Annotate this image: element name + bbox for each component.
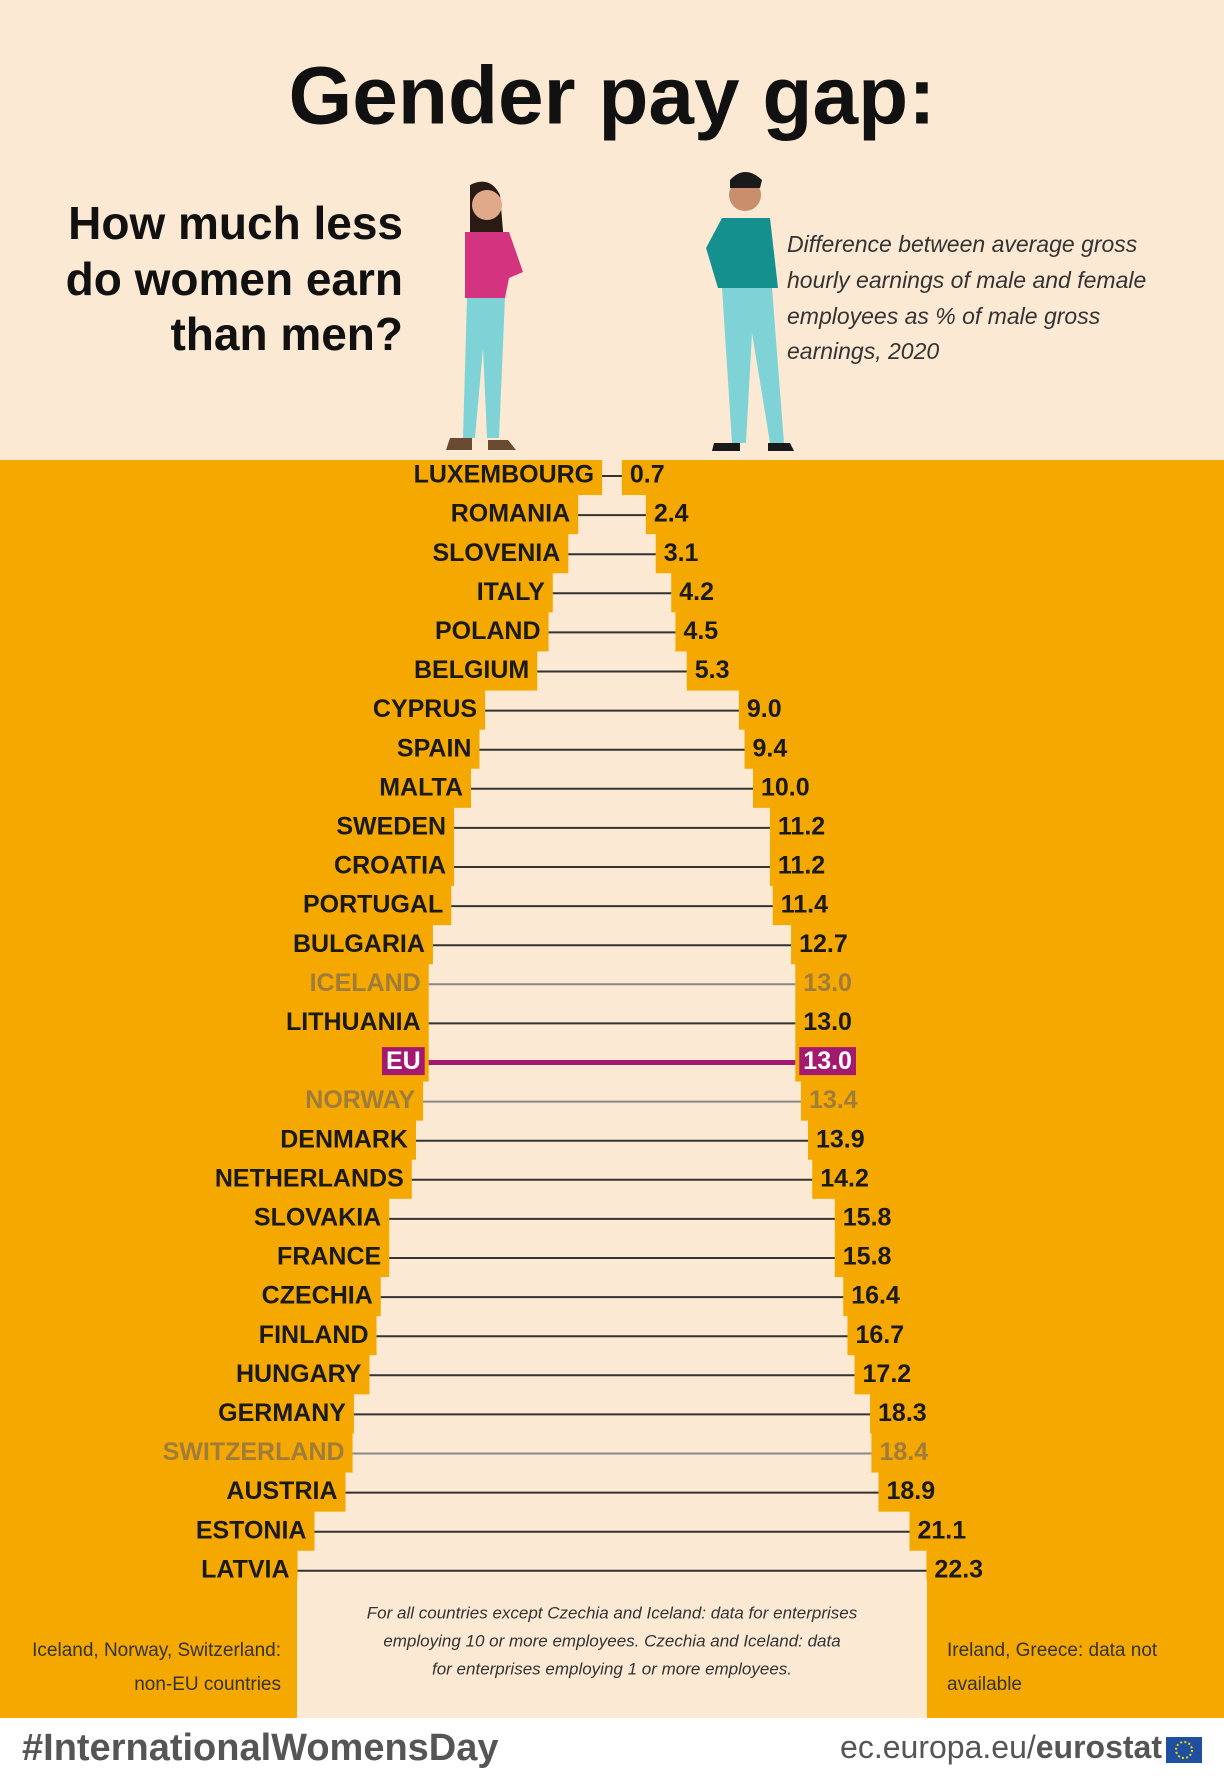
country-label: LUXEMBOURG [414, 461, 595, 489]
country-label: NORWAY [305, 1086, 415, 1114]
value-label: 17.2 [863, 1360, 912, 1388]
value-label: 12.7 [799, 930, 848, 958]
chart-title: Gender pay gap: [288, 51, 935, 142]
value-label: 13.0 [803, 1047, 852, 1075]
value-label: 18.3 [878, 1399, 927, 1427]
country-label: EU [386, 1047, 421, 1075]
country-label: FRANCE [277, 1243, 381, 1271]
country-label: ROMANIA [451, 500, 570, 528]
value-label: 18.4 [879, 1438, 928, 1466]
country-label: CYPRUS [373, 695, 477, 723]
value-label: 15.8 [843, 1243, 892, 1271]
value-label: 9.4 [753, 734, 788, 762]
country-label: CZECHIA [262, 1282, 373, 1310]
value-label: 22.3 [934, 1555, 983, 1583]
left-note: non-EU countries [134, 1674, 281, 1695]
value-label: 13.4 [809, 1086, 858, 1114]
country-label: CROATIA [334, 852, 446, 880]
note: employing 10 or more employees. Czechia … [383, 1631, 840, 1650]
country-label: MALTA [379, 773, 463, 801]
country-label: SWEDEN [336, 813, 446, 841]
value-label: 9.0 [747, 695, 782, 723]
note: For all countries except Czechia and Ice… [367, 1603, 858, 1622]
country-label: ITALY [477, 578, 545, 606]
value-label: 14.2 [820, 1164, 869, 1192]
country-label: SPAIN [397, 734, 472, 762]
country-label: POLAND [435, 617, 541, 645]
footer-url: ec.europa.eu/eurostat [840, 1729, 1162, 1765]
value-label: 4.5 [683, 617, 718, 645]
description: earnings, 2020 [787, 338, 939, 364]
right-note: available [947, 1674, 1022, 1695]
value-label: 15.8 [843, 1204, 892, 1232]
subtitle: do women earn [66, 253, 403, 305]
country-label: ICELAND [310, 969, 421, 997]
country-label: SWITZERLAND [163, 1438, 345, 1466]
label-highlight [799, 1047, 856, 1076]
right-note: Ireland, Greece: data not [947, 1640, 1158, 1661]
value-label: 11.4 [781, 891, 828, 919]
value-label: 21.1 [918, 1516, 967, 1544]
country-label: LATVIA [201, 1555, 289, 1583]
value-label: 5.3 [695, 656, 730, 684]
description: employees as % of male gross [787, 303, 1101, 329]
description: Difference between average gross [787, 231, 1138, 257]
country-label: AUSTRIA [226, 1477, 337, 1505]
subtitle: than men? [170, 308, 403, 360]
footer-background [0, 1718, 1224, 1778]
country-label: BELGIUM [414, 656, 529, 684]
value-label: 3.1 [664, 539, 699, 567]
note-area [297, 1580, 927, 1718]
value-label: 18.9 [886, 1477, 935, 1505]
country-label: FINLAND [259, 1321, 369, 1349]
country-label: HUNGARY [236, 1360, 362, 1388]
url: ec.europa.eu/ [840, 1729, 1036, 1765]
note: for enterprises employing 1 or more empl… [432, 1659, 792, 1678]
country-label: SLOVAKIA [254, 1204, 381, 1232]
value-label: 13.0 [803, 1008, 852, 1036]
value-label: 0.7 [630, 461, 665, 489]
country-label: DENMARK [280, 1125, 408, 1153]
hashtag: #InternationalWomensDay [22, 1727, 499, 1769]
header-background [0, 0, 1224, 460]
country-label: ESTONIA [196, 1516, 307, 1544]
country-label: GERMANY [218, 1399, 346, 1427]
country-label: NETHERLANDS [215, 1164, 404, 1192]
country-label: PORTUGAL [303, 891, 443, 919]
eu-flag [1166, 1737, 1202, 1763]
label-highlight [381, 1047, 425, 1076]
value-label: 10.0 [761, 773, 810, 801]
value-label: 2.4 [654, 500, 689, 528]
subtitle: How much less [68, 197, 403, 249]
value-label: 13.0 [803, 969, 852, 997]
value-label: 4.2 [679, 578, 714, 606]
country-label: LITHUANIA [286, 1008, 421, 1036]
value-label: 16.7 [855, 1321, 904, 1349]
woman-illustration [446, 181, 523, 450]
eu-stars [1175, 1741, 1193, 1759]
value-label: 16.4 [851, 1282, 900, 1310]
value-label: 13.9 [816, 1125, 865, 1153]
description: hourly earnings of male and female [787, 267, 1146, 293]
value-label: 11.2 [778, 813, 825, 841]
country-label: BULGARIA [293, 930, 425, 958]
left-note: Iceland, Norway, Switzerland: [32, 1640, 281, 1661]
man-illustration [706, 172, 794, 451]
value-label: 11.2 [778, 852, 825, 880]
country-label: SLOVENIA [432, 539, 560, 567]
brand: eurostat [1036, 1729, 1163, 1765]
